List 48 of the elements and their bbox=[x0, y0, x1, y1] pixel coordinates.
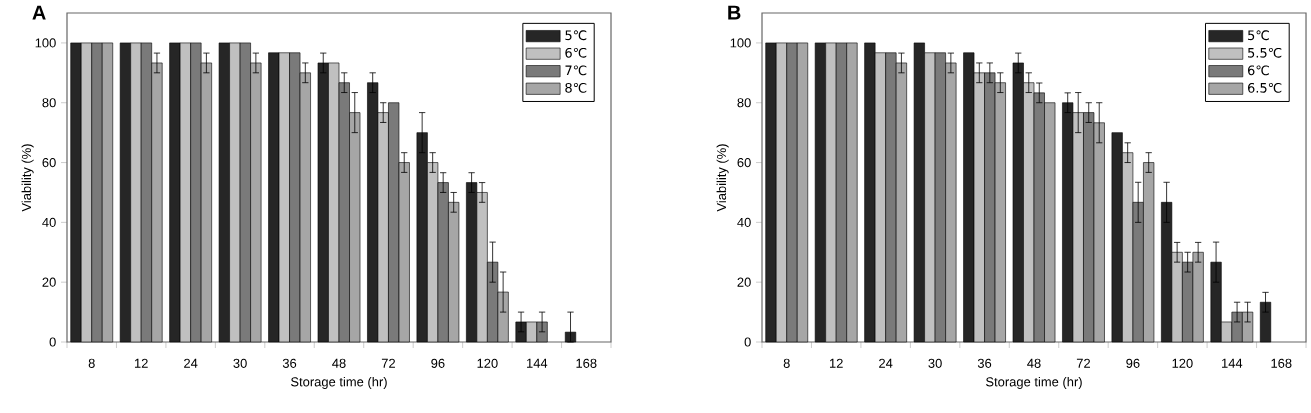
x-tick-label: 30 bbox=[233, 358, 247, 368]
chart-title: B bbox=[728, 5, 741, 20]
legend-label: 5℃ bbox=[565, 30, 587, 41]
y-axis-title: Viability (%) bbox=[21, 144, 34, 212]
x-tick-label: 144 bbox=[527, 358, 548, 368]
y-tick-label: 20 bbox=[737, 277, 751, 287]
x-tick-label: 30 bbox=[928, 358, 942, 368]
x-tick-label: 72 bbox=[1076, 358, 1090, 368]
y-tick-label: 40 bbox=[42, 217, 56, 227]
legend-label: 5.5℃ bbox=[1248, 47, 1282, 58]
x-tick-label: 36 bbox=[977, 358, 992, 368]
y-tick-label: 60 bbox=[737, 157, 751, 168]
x-tick-label: 144 bbox=[1222, 358, 1243, 368]
y-tick-label: 0 bbox=[49, 337, 56, 347]
x-tick-label: 120 bbox=[1172, 358, 1193, 368]
legend-label: 7℃ bbox=[565, 65, 587, 76]
x-tick-label: 36 bbox=[282, 358, 297, 368]
legend-label: 8℃ bbox=[565, 82, 587, 93]
x-tick-label: 12 bbox=[829, 358, 843, 368]
x-tick-label: 48 bbox=[1027, 358, 1041, 368]
x-axis-title: Storage time (hr) bbox=[986, 376, 1082, 389]
y-axis-title: Viability (%) bbox=[716, 144, 729, 212]
x-tick-label: 96 bbox=[1126, 358, 1140, 368]
x-axis-title: Storage time (hr) bbox=[291, 376, 387, 389]
y-tick-label: 20 bbox=[42, 277, 56, 287]
legend-label: 6℃ bbox=[1247, 65, 1269, 76]
legend-label: 6℃ bbox=[565, 47, 587, 58]
x-tick-label: 168 bbox=[1271, 358, 1292, 368]
x-tick-label: 24 bbox=[879, 358, 893, 368]
y-tick-label: 80 bbox=[737, 98, 751, 108]
x-tick-label: 12 bbox=[134, 358, 148, 368]
y-tick-label: 0 bbox=[744, 337, 751, 347]
chart-title: A bbox=[32, 5, 46, 20]
x-tick-label: 120 bbox=[477, 358, 498, 368]
x-tick-label: 24 bbox=[184, 358, 198, 368]
y-tick-label: 80 bbox=[42, 98, 56, 108]
x-tick-label: 8 bbox=[783, 358, 790, 368]
y-tick-label: 60 bbox=[42, 157, 56, 168]
y-tick-label: 100 bbox=[730, 38, 751, 48]
x-tick-label: 168 bbox=[576, 358, 597, 368]
x-tick-label: 8 bbox=[88, 358, 95, 368]
x-tick-label: 48 bbox=[332, 358, 346, 368]
y-tick-label: 40 bbox=[737, 217, 751, 227]
legend-label: 6.5℃ bbox=[1247, 82, 1282, 93]
legend-label: 5℃ bbox=[1248, 30, 1269, 41]
y-tick-label: 100 bbox=[35, 38, 56, 48]
x-tick-label: 72 bbox=[381, 358, 395, 368]
x-tick-label: 96 bbox=[431, 358, 445, 368]
